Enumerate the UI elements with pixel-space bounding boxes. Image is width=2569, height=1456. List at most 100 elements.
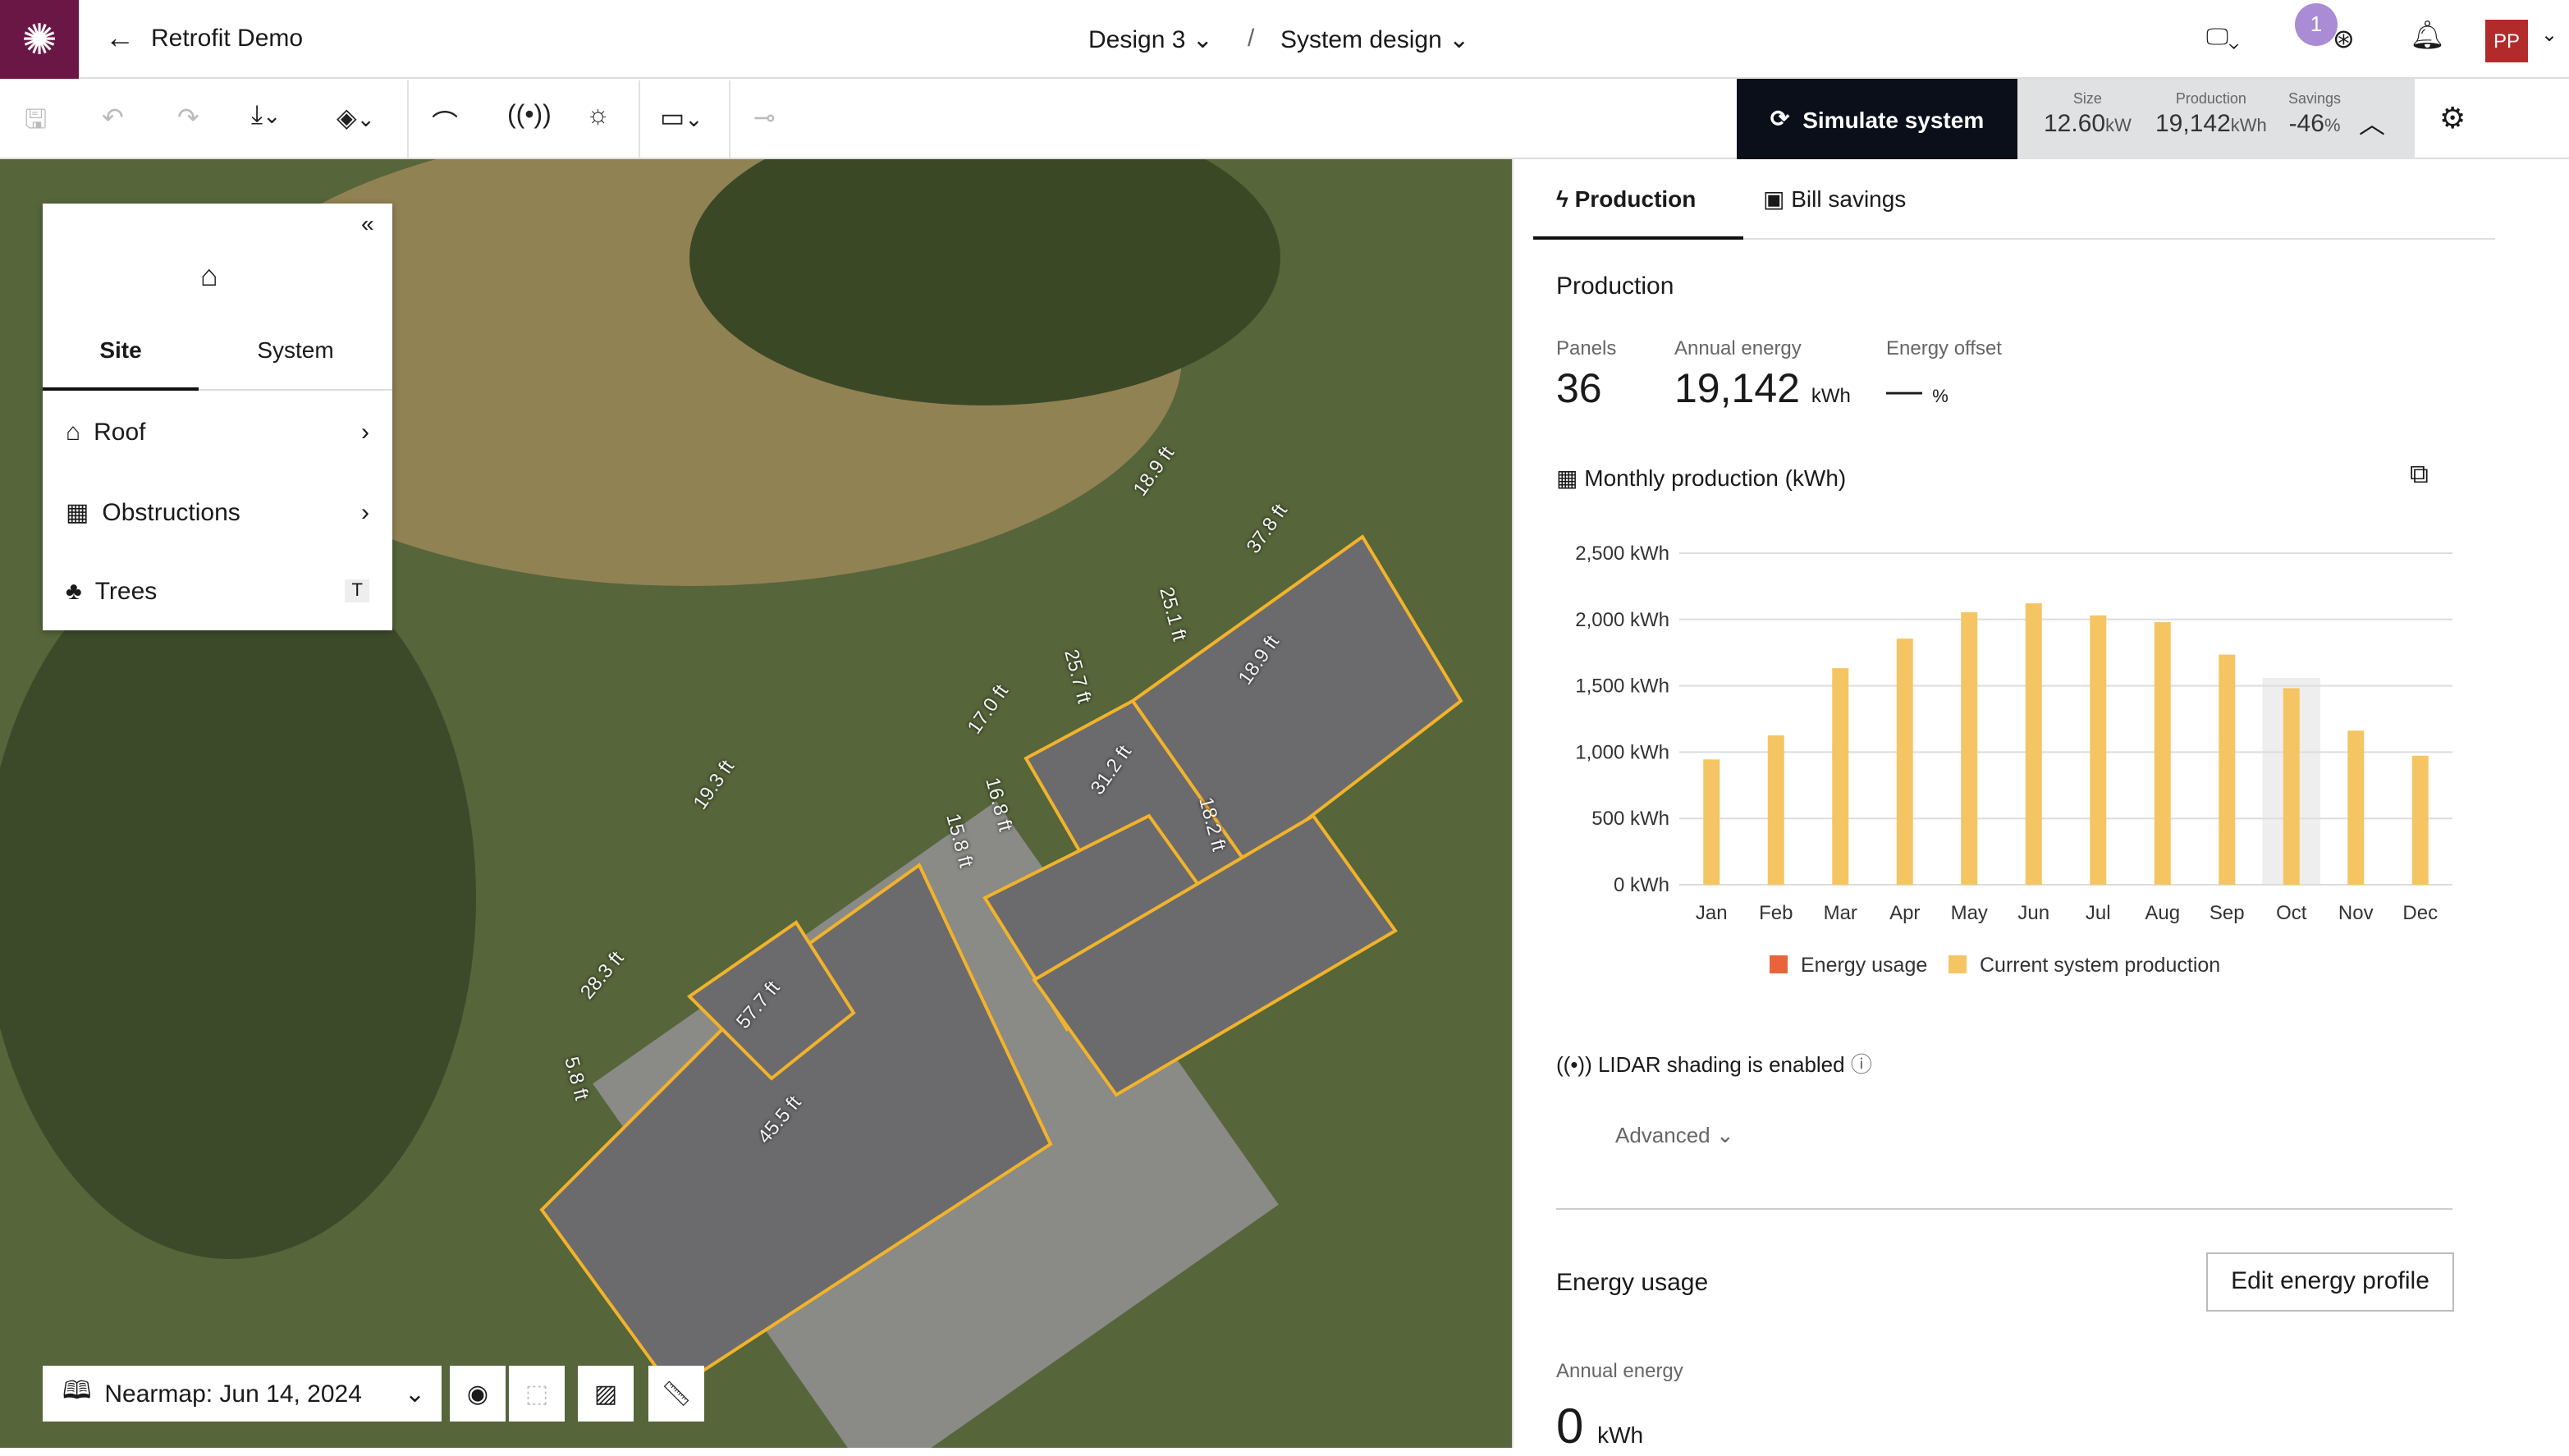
y-tick-label: 1,500 kWh xyxy=(1575,675,1669,698)
panels-label: Panels xyxy=(1556,337,1617,359)
advanced-toggle[interactable]: Advanced ⌄ xyxy=(1615,1123,1734,1149)
tab-site[interactable]: Site xyxy=(43,312,199,391)
site-item-roof[interactable]: ⌂ Roof › xyxy=(43,392,392,471)
project-name[interactable]: Retrofit Demo xyxy=(151,25,304,53)
x-tick-label: Mar xyxy=(1824,902,1857,924)
tab-production[interactable]: ϟ Production xyxy=(1533,159,1743,240)
gear-icon[interactable]: ⚙ xyxy=(2439,102,2466,135)
eye-icon[interactable]: ◉ xyxy=(450,1366,506,1422)
simulate-label: Simulate system xyxy=(1802,106,1985,132)
shade-map-icon[interactable]: ▨ xyxy=(578,1366,634,1422)
x-tick-label: Sep xyxy=(2210,902,2245,924)
bar-jan[interactable] xyxy=(1703,759,1720,885)
ruler-icon[interactable]: 📏︎ xyxy=(648,1366,704,1422)
x-tick-label: Feb xyxy=(1759,902,1793,924)
chevron-down-icon: ⌄ xyxy=(404,1380,425,1408)
chevron-right-icon: › xyxy=(361,418,369,446)
chevron-up-icon[interactable]: ︿ xyxy=(2359,112,2386,140)
roof-outline[interactable] xyxy=(539,534,1463,1393)
annual-energy-label: Annual energy xyxy=(1674,337,1802,359)
chevron-down-icon: ⌄ xyxy=(1449,26,1470,54)
item-label: Trees xyxy=(94,577,158,605)
bar-jul[interactable] xyxy=(2090,615,2107,885)
sun-icon[interactable]: ☼ xyxy=(586,102,611,130)
bar-oct[interactable] xyxy=(2283,688,2300,885)
unit: kWh xyxy=(1811,384,1851,407)
legend-label[interactable]: Energy usage xyxy=(1801,954,1927,977)
tab-bill-savings[interactable]: ▣ Bill savings xyxy=(1763,159,1906,240)
bar-sep[interactable] xyxy=(2219,654,2236,885)
usage-value: 0 xyxy=(1556,1400,1584,1454)
bell-icon[interactable]: 🔔︎ xyxy=(2410,20,2446,51)
view-selector[interactable]: System design ⌄ xyxy=(1280,25,1469,54)
site-item-obstructions[interactable]: ▦ Obstructions › xyxy=(43,473,392,552)
presentation-icon[interactable]: 🖵⌄ xyxy=(2206,23,2240,49)
breadcrumb-separator: / xyxy=(1248,25,1255,53)
display-icon[interactable]: ▭⌄ xyxy=(660,105,703,133)
notification-count-badge[interactable]: 1 xyxy=(2295,3,2338,46)
stat-unit: kWh xyxy=(2230,117,2267,136)
download-icon[interactable]: ⤓⌄ xyxy=(251,102,282,130)
bar-aug[interactable] xyxy=(2154,622,2171,885)
usage-annual-value: 0 kWh xyxy=(1556,1400,1643,1456)
edit-energy-profile-button[interactable]: Edit energy profile xyxy=(2206,1252,2454,1312)
advanced-label: Advanced xyxy=(1615,1123,1710,1147)
chevron-right-icon: › xyxy=(361,498,369,526)
bar-nov[interactable] xyxy=(2347,730,2365,885)
energy-offset-value: — % xyxy=(1886,369,1949,412)
design-selector[interactable]: Design 3 ⌄ xyxy=(1088,25,1213,54)
bar-may[interactable] xyxy=(1961,611,1978,885)
undo-icon[interactable]: ↶ xyxy=(102,105,124,133)
connector-icon[interactable]: ⊸ xyxy=(753,105,776,133)
monthly-production-chart: 0 kWh 500 kWh 1,000 kWh 1,500 kWh 2,000 kWh 2… xyxy=(1575,543,2452,977)
map-icon: 🕮 xyxy=(62,1376,92,1404)
x-tick-label: Jan xyxy=(1696,902,1728,924)
stat-value: -46 xyxy=(2288,110,2324,138)
roof-draw-icon[interactable]: ⌒ xyxy=(432,112,459,140)
layers-icon[interactable]: ◈⌄ xyxy=(337,105,375,133)
bar-jun[interactable] xyxy=(2025,603,2042,885)
imagery-selector[interactable]: 🕮 Nearmap: Jun 14, 2024 ⌄ xyxy=(43,1366,442,1422)
refresh-icon: ⟳ xyxy=(1770,105,1790,131)
y-tick-label: 2,000 kWh xyxy=(1575,609,1669,631)
stat-size: Size 12.60kW xyxy=(2044,90,2132,138)
save-icon[interactable]: 🖫 xyxy=(25,107,48,135)
legend-swatch xyxy=(1949,955,1967,973)
site-item-trees[interactable]: ♣ Trees T xyxy=(43,552,392,630)
tab-system[interactable]: System xyxy=(199,312,392,391)
usage-annual-label: Annual energy xyxy=(1556,1359,1683,1382)
stat-production: Production 19,142kWh xyxy=(2155,90,2267,138)
bar-dec[interactable] xyxy=(2411,755,2429,885)
chevron-down-icon: ⌄ xyxy=(1192,26,1213,54)
x-tick-label: Oct xyxy=(2276,902,2307,924)
table-icon: ▦ xyxy=(1556,465,1585,491)
bar-feb[interactable] xyxy=(1767,735,1784,885)
info-icon[interactable]: ⓘ xyxy=(1850,1052,1872,1077)
home-icon: ⌂ xyxy=(200,259,218,292)
shortcut-key: T xyxy=(345,579,369,602)
stat-unit: % xyxy=(2324,117,2341,136)
annual-energy-value: 19,142 kWh xyxy=(1674,366,1851,414)
collapse-icon[interactable]: « xyxy=(361,210,374,236)
bar-mar[interactable] xyxy=(1832,668,1849,885)
copy-icon[interactable]: ⧉ xyxy=(2410,461,2429,489)
help-lifebuoy-icon[interactable]: ⊛ xyxy=(2333,26,2355,54)
imagery-label: Nearmap: Jun 14, 2024 xyxy=(104,1380,362,1408)
back-arrow-icon[interactable]: ← xyxy=(105,21,135,54)
legend-label[interactable]: Current system production xyxy=(1980,954,2220,977)
satellite-map[interactable]: 18.9 ft 37.8 ft 25.1 ft 18.9 ft 25.7 ft … xyxy=(0,159,1512,1448)
x-tick-label: Nov xyxy=(2338,902,2374,924)
lidar-icon[interactable]: ((•)) xyxy=(507,102,552,130)
logo-icon[interactable]: ✺ xyxy=(0,0,79,79)
avatar[interactable]: PP xyxy=(2485,20,2528,62)
simulate-system-button[interactable]: ⟳ Simulate system xyxy=(1737,79,2017,159)
fit-icon[interactable]: ⬚ xyxy=(509,1366,565,1422)
lightning-icon: ϟ xyxy=(1556,185,1575,212)
system-stats[interactable]: Size 12.60kW Production 19,142kWh Savings -… xyxy=(2017,79,2415,159)
x-tick-label: Aug xyxy=(2145,902,2180,924)
bar-apr[interactable] xyxy=(1896,639,1913,885)
chevron-down-icon[interactable]: ⌄ xyxy=(2541,23,2558,46)
annual-value: 19,142 xyxy=(1674,366,1800,412)
top-bar: ✺ ← Retrofit Demo Design 3 ⌄ / System de… xyxy=(0,0,2569,79)
redo-icon[interactable]: ↷ xyxy=(177,105,199,133)
